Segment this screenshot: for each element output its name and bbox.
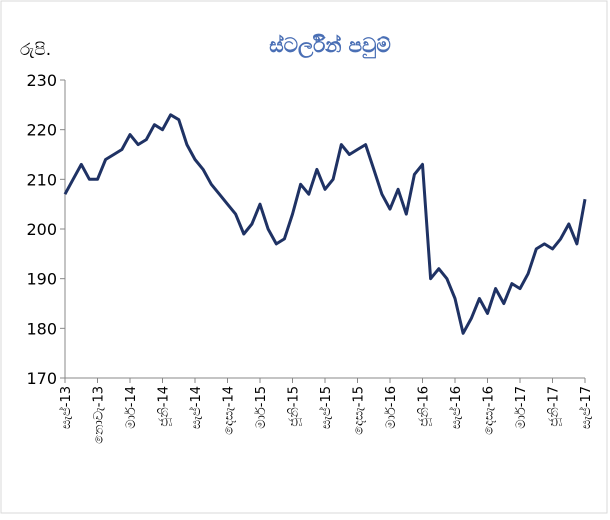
x-tick-label: නොවැ-13 (92, 386, 107, 444)
x-tick-label: ජූනි-15 (287, 386, 302, 427)
x-tick-label: දෙසැ-16 (482, 386, 497, 435)
x-tick-label: ජූනි-17 (547, 386, 562, 427)
y-axis-label: රුපි. (20, 40, 51, 60)
x-tick-label: ජූනි-14 (157, 386, 172, 427)
series-line (63, 113, 587, 335)
x-tick-label: දෙසැ-14 (222, 386, 237, 435)
y-tick-label: 200 (26, 220, 57, 239)
x-tick-label: ජූනි-16 (417, 386, 432, 427)
chart-title: ස්ටර්ලින් පවුම් (269, 33, 391, 60)
x-tick-label: මාර්-16 (383, 386, 399, 429)
y-tick-label: 230 (26, 71, 57, 90)
x-tick-label: මාර්-17 (513, 386, 529, 429)
x-tick-label: දෙසැ-15 (352, 386, 367, 435)
y-tick-label: 210 (26, 170, 57, 189)
x-tick-label: සැප්-15 (318, 386, 334, 429)
y-tick-label: 170 (26, 369, 57, 388)
x-tick-label: සැප්-17 (578, 386, 594, 429)
x-tick-label: සැප්-14 (188, 386, 204, 429)
y-tick-label: 180 (26, 319, 57, 338)
y-tick-label: 190 (26, 270, 57, 289)
x-tick-label: සැප්-13 (58, 386, 74, 429)
y-tick-label: 220 (26, 121, 57, 140)
x-tick-label: මාර්-15 (253, 386, 269, 429)
x-tick-label: සැප්-16 (448, 386, 464, 429)
x-tick-label: මාර්-14 (123, 386, 139, 429)
